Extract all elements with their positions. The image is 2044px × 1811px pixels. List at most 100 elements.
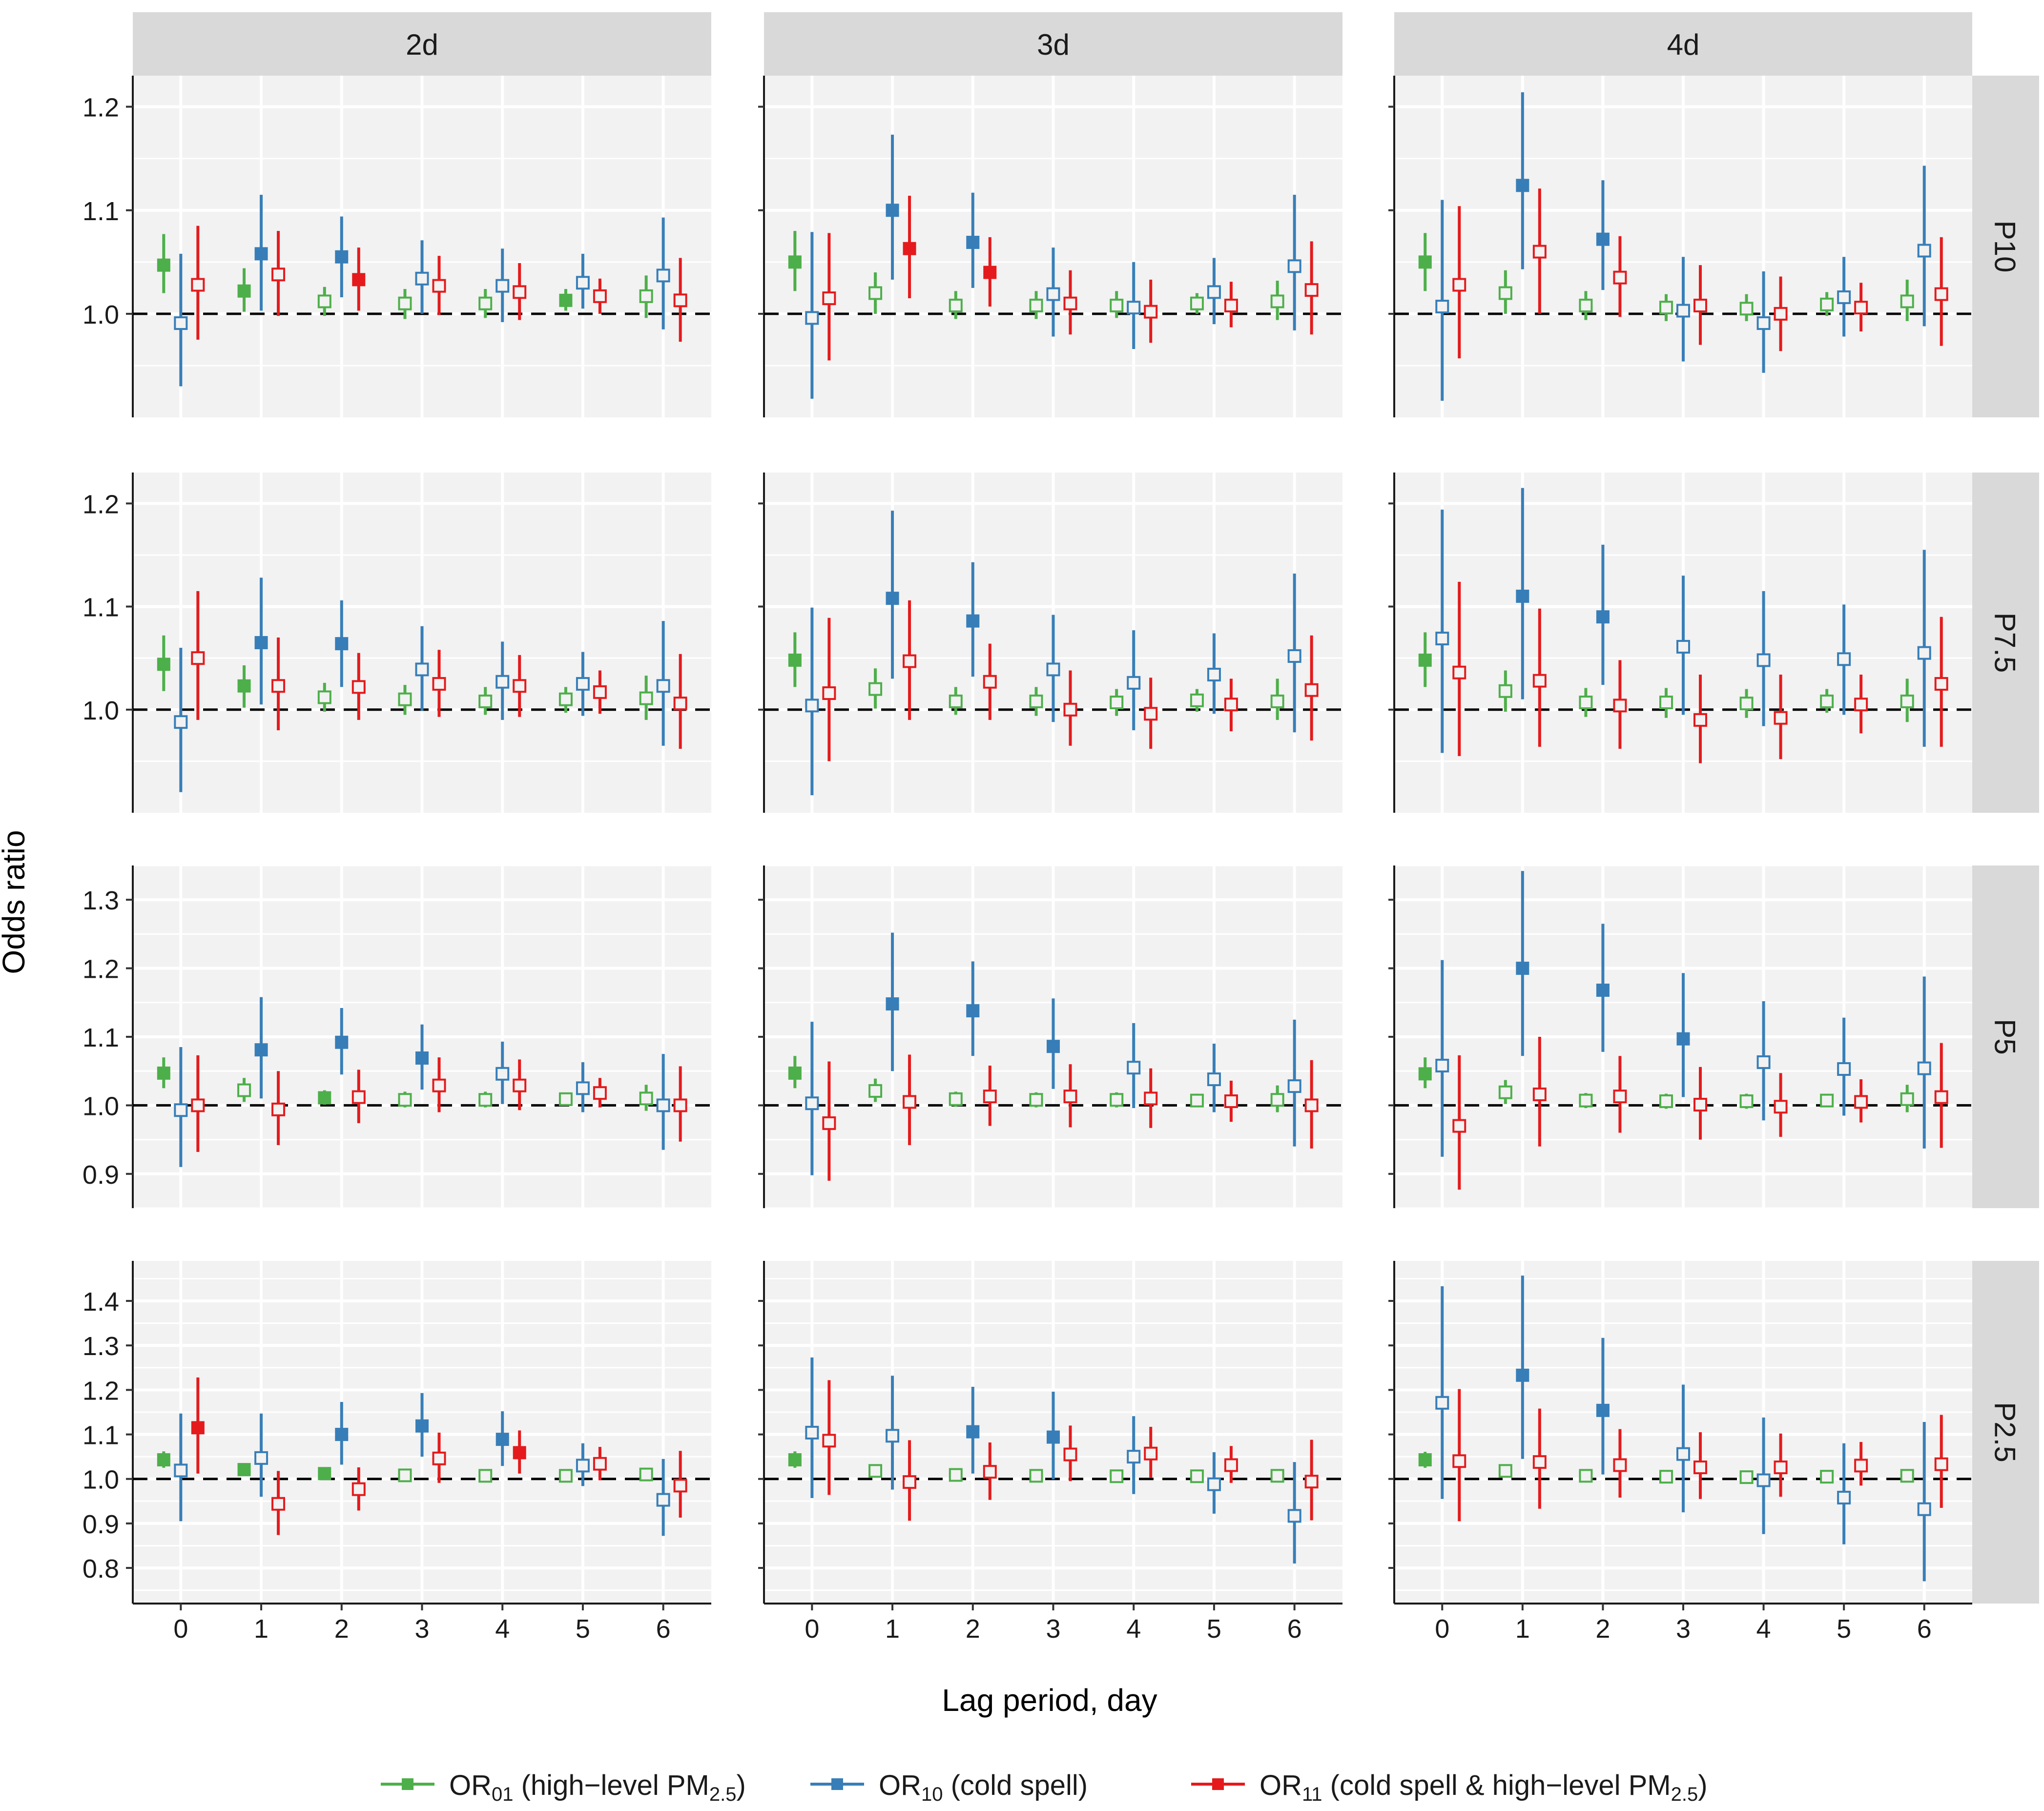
or10-point (1207, 1477, 1221, 1491)
or10-point (1837, 652, 1851, 666)
or11-point (1693, 1461, 1707, 1475)
or10-point-significant (415, 1051, 429, 1065)
or10-point (656, 1098, 670, 1112)
or01-point (639, 691, 653, 705)
or11-point (1224, 1094, 1238, 1108)
or11-point (432, 279, 446, 293)
x-tick-label: 5 (1207, 1614, 1221, 1644)
panel-P7.5-3d (758, 473, 1342, 813)
or10-point (496, 279, 510, 293)
or11-point (1224, 698, 1238, 712)
panel-P7.5-4d (1388, 473, 1972, 813)
or10-point-significant (335, 637, 349, 651)
or01-point (558, 692, 573, 706)
or11-point (822, 1434, 836, 1448)
or01-point (639, 289, 653, 303)
or10-point-significant (335, 1035, 349, 1049)
or10-point (656, 268, 670, 283)
or01-point (1270, 294, 1284, 309)
or11-point (593, 1086, 607, 1100)
or01-point (478, 296, 493, 310)
or01-point (1190, 296, 1204, 310)
or11-point (513, 285, 527, 299)
or11-point (1304, 1098, 1319, 1112)
or01-point-significant (1418, 1453, 1432, 1467)
or10-point (1287, 259, 1301, 273)
or10-point-significant (496, 1433, 509, 1446)
or01-point (949, 1092, 963, 1106)
or11-point (191, 278, 205, 292)
y-tick-label: 1.0 (83, 1091, 119, 1121)
or01-point (1579, 298, 1593, 312)
or01-point (949, 694, 963, 708)
y-axis-title: Odds ratio (0, 830, 31, 974)
panel-P2.5-3d: 0 1 2 3 4 5 6 (758, 1261, 1342, 1644)
or10-point (496, 675, 510, 689)
or01-point-significant (788, 653, 802, 667)
or01-point-significant (157, 658, 170, 671)
or10-point (576, 1459, 590, 1473)
panel-P2.5-4d: 0 1 2 3 4 5 6 (1388, 1261, 1972, 1644)
y-tick-label: 1.3 (83, 1332, 119, 1361)
or10-point (1756, 653, 1771, 667)
or10-point-significant (886, 204, 899, 217)
legend-item-or01: OR01 (high−level PM2.5) (381, 1770, 746, 1805)
or01-point-significant (788, 1453, 802, 1467)
or01-point (1579, 1469, 1593, 1483)
or11-point (1063, 1447, 1077, 1461)
or11-point (1452, 278, 1466, 292)
or01-point (1270, 1093, 1284, 1107)
or01-point (1498, 1464, 1512, 1478)
or01-point (478, 694, 493, 708)
or10-point-significant (1516, 589, 1529, 603)
x-tick-label: 4 (1126, 1614, 1141, 1644)
or10-point-significant (966, 236, 980, 249)
or10-point (174, 316, 188, 330)
or11-point-significant (903, 242, 916, 255)
or01-point (1659, 696, 1673, 710)
or11-point (1304, 1475, 1319, 1489)
or01-point (1820, 694, 1834, 708)
x-tick-label: 3 (414, 1614, 429, 1644)
or10-point (1287, 1079, 1301, 1093)
y-tick-label: 1.2 (83, 490, 119, 519)
or01-point (237, 1083, 251, 1097)
or01-point (317, 690, 331, 704)
or10-point (1676, 639, 1690, 654)
or11-point (983, 1090, 997, 1104)
or11-point (351, 1090, 366, 1104)
x-tick-label: 4 (495, 1614, 510, 1644)
or10-point (1046, 287, 1060, 301)
y-tick-label: 1.1 (83, 1023, 119, 1052)
or11-point (1613, 1090, 1627, 1104)
panel-P2.5-2d: 0.8 0.9 1.0 1.1 1.2 1.3 1.4 0 1 2 3 4 5 6 (83, 1261, 711, 1644)
or01-point-significant (788, 1066, 802, 1080)
or01-point-significant (1418, 653, 1432, 667)
or10-point (1837, 290, 1851, 304)
or10-point (1756, 1473, 1771, 1487)
or10-point (576, 1081, 590, 1095)
or10-point (174, 1463, 188, 1478)
y-tick-label: 0.9 (83, 1510, 119, 1539)
or11-point (903, 1095, 917, 1109)
or11-point (1934, 287, 1948, 301)
or11-point (1063, 702, 1077, 717)
or11-point (1063, 296, 1077, 310)
or01-point (558, 1469, 573, 1483)
or11-point (673, 293, 687, 308)
or01-point (1739, 1094, 1754, 1108)
or10-point (656, 1493, 670, 1507)
or11-point (1532, 674, 1547, 688)
or10-point (1127, 1061, 1141, 1075)
or01-point-significant (157, 1066, 170, 1080)
or10-point (1756, 316, 1771, 330)
or10-point-significant (254, 636, 268, 649)
or01-point (1190, 1469, 1204, 1483)
or10-point (1207, 667, 1221, 681)
facet-strip-P2.5 (1972, 1261, 2039, 1604)
or01-point-significant (318, 1091, 331, 1105)
or01-point-significant (318, 1467, 331, 1481)
or11-point (983, 675, 997, 689)
or01-point-significant (157, 1453, 170, 1467)
